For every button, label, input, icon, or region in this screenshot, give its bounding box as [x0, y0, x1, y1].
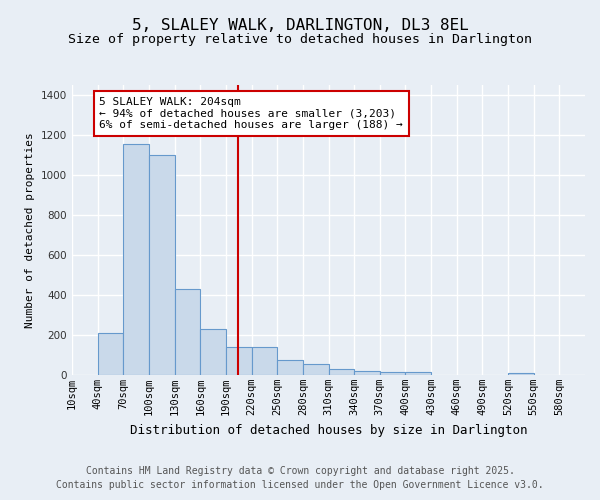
Bar [175, 289, 200, 375]
Bar [226, 347, 251, 375]
Bar [98, 333, 124, 375]
Bar [406, 372, 431, 375]
X-axis label: Distribution of detached houses by size in Darlington: Distribution of detached houses by size … [130, 424, 527, 436]
Bar [303, 364, 329, 375]
Text: 5 SLALEY WALK: 204sqm
← 94% of detached houses are smaller (3,203)
6% of semi-de: 5 SLALEY WALK: 204sqm ← 94% of detached … [100, 97, 403, 130]
Text: Size of property relative to detached houses in Darlington: Size of property relative to detached ho… [68, 32, 532, 46]
Bar [251, 347, 277, 375]
Bar [354, 371, 380, 375]
Text: Contains public sector information licensed under the Open Government Licence v3: Contains public sector information licen… [56, 480, 544, 490]
Bar [149, 155, 175, 375]
Text: 5, SLALEY WALK, DARLINGTON, DL3 8EL: 5, SLALEY WALK, DARLINGTON, DL3 8EL [131, 18, 469, 32]
Bar [508, 372, 534, 375]
Bar [277, 360, 303, 375]
Bar [380, 372, 406, 375]
Bar [329, 369, 354, 375]
Bar [124, 144, 149, 375]
Y-axis label: Number of detached properties: Number of detached properties [25, 132, 35, 328]
Text: Contains HM Land Registry data © Crown copyright and database right 2025.: Contains HM Land Registry data © Crown c… [86, 466, 514, 476]
Bar [200, 329, 226, 375]
